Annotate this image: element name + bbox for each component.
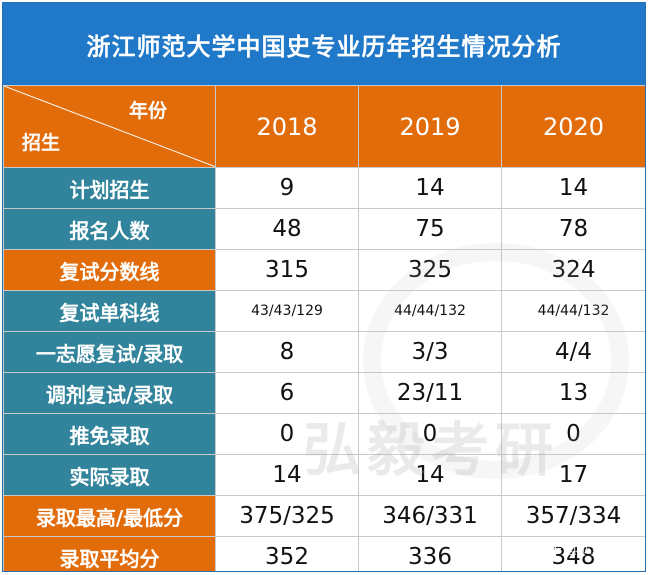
value-cell: 3/3 [358,331,502,373]
value-cell: 0 [215,413,359,455]
diagonal-divider [4,86,215,167]
row-label: 调剂复试/录取 [3,372,216,414]
row-label: 录取平均分 [3,536,216,571]
row-label: 复试分数线 [3,249,216,291]
row-label: 报名人数 [3,208,216,250]
corner-enroll-label: 招生 [22,132,61,154]
value-cell: 14 [358,167,502,209]
admissions-table: 年份 招生 2018 2019 2020 计划招生 9 14 14 报名人数 48 75 78… [3,85,645,571]
value-cell: 336 [358,536,502,571]
table-row: 计划招生 9 14 14 [3,167,645,209]
value-cell: 325 [358,249,502,291]
row-label: 复试单科线 [3,290,216,332]
row-label: 计划招生 [3,167,216,209]
value-cell: 14 [215,454,359,496]
table-row: 复试分数线 315 325 324 [3,249,645,291]
value-cell: 324 [501,249,645,291]
value-cell: 75 [358,208,502,250]
value-cell: 44/44/132 [358,290,502,332]
value-cell: 375/325 [215,495,359,537]
value-cell: 4/4 [501,331,645,373]
row-label: 录取最高/最低分 [3,495,216,537]
table-row: 报名人数 48 75 78 [3,208,645,250]
corner-header-cell: 年份 招生 [3,85,216,168]
header-row: 年份 招生 2018 2019 2020 [3,85,645,168]
value-cell: 78 [501,208,645,250]
year-header-2020: 2020 [501,85,645,168]
value-cell: 0 [358,413,502,455]
value-cell: 352 [215,536,359,571]
page-title: 浙江师范大学中国史专业历年招生情况分析 [3,3,645,85]
value-cell: 346/331 [358,495,502,537]
value-cell: 23/11 [358,372,502,414]
year-header-2018: 2018 [215,85,359,168]
table-row: 推免录取 0 0 0 [3,413,645,455]
row-label: 实际录取 [3,454,216,496]
table-body: 计划招生 9 14 14 报名人数 48 75 78 复试分数线 315 325 324 复试单科线 43… [3,167,645,571]
row-label: 一志愿复试/录取 [3,331,216,373]
value-cell: 14 [501,167,645,209]
table-row: 调剂复试/录取 6 23/11 13 [3,372,645,414]
value-cell: 315 [215,249,359,291]
row-label: 推免录取 [3,413,216,455]
value-cell: 14 [358,454,502,496]
value-cell: 48 [215,208,359,250]
year-header-2019: 2019 [358,85,502,168]
credit-text: 知乎 @弘毅考研 [535,542,631,557]
value-cell: 17 [501,454,645,496]
table-row: 录取平均分 352 336 348 [3,536,645,571]
value-cell: 348 [501,536,645,571]
corner-year-label: 年份 [128,100,167,122]
table-row: 录取最高/最低分 375/325 346/331 357/334 [3,495,645,537]
table-row: 一志愿复试/录取 8 3/3 4/4 [3,331,645,373]
value-cell: 8 [215,331,359,373]
table-row: 复试单科线 43/43/129 44/44/132 44/44/132 [3,290,645,332]
value-cell: 9 [215,167,359,209]
value-cell: 43/43/129 [215,290,359,332]
value-cell: 0 [501,413,645,455]
value-cell: 6 [215,372,359,414]
value-cell: 44/44/132 [501,290,645,332]
value-cell: 357/334 [501,495,645,537]
value-cell: 13 [501,372,645,414]
table-row: 实际录取 14 14 17 [3,454,645,496]
